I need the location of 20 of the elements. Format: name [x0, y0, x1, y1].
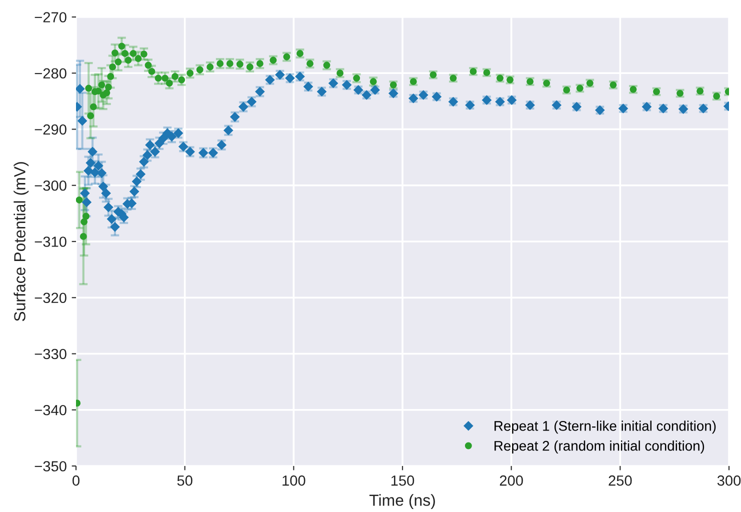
x-tick-label: 150: [391, 475, 414, 486]
y-tick-label: −300: [34, 180, 66, 191]
x-tick-label: 200: [500, 475, 523, 486]
x-tick-label: 0: [72, 475, 80, 486]
y-tick-label: −290: [34, 124, 66, 135]
x-tick-label: 250: [608, 475, 632, 486]
y-tick-label: −340: [34, 404, 66, 416]
x-axis-title: Time (ns): [369, 494, 435, 510]
y-tick-label: −320: [34, 292, 66, 304]
x-tick-label: 300: [717, 475, 741, 486]
y-tick-label: −330: [34, 348, 66, 360]
legend-label: Repeat 2 (random initial condition): [494, 440, 704, 454]
y-tick-label: −350: [34, 461, 66, 472]
y-tick-label: −280: [34, 68, 66, 79]
y-axis-title: Surface Potential (mV): [14, 162, 29, 322]
x-tick-label: 100: [282, 475, 306, 486]
legend-label: Repeat 1 (Stern-like initial condition): [494, 420, 716, 434]
x-tick-label: 50: [177, 475, 192, 486]
y-tick-label: −270: [34, 12, 66, 22]
y-tick-label: −310: [34, 236, 66, 247]
